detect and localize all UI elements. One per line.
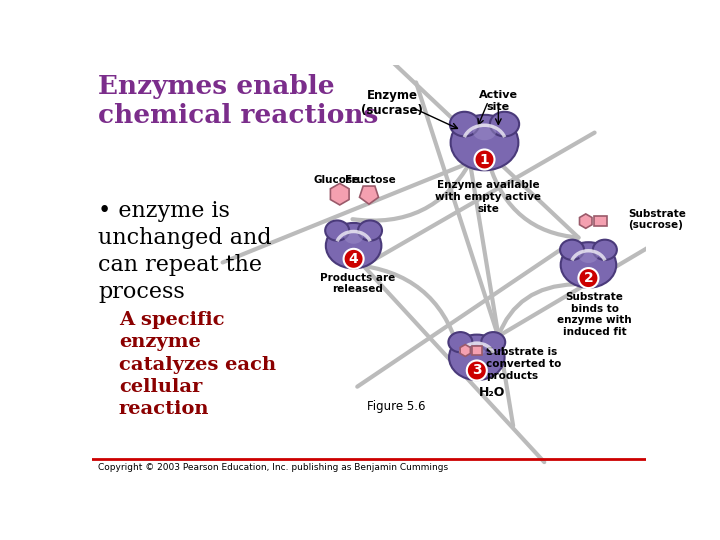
Text: Active
site: Active site xyxy=(479,90,518,112)
Text: 4: 4 xyxy=(348,252,359,266)
Text: Enzymes enable
chemical reactions: Enzymes enable chemical reactions xyxy=(98,74,378,128)
FancyArrowPatch shape xyxy=(416,83,720,336)
Ellipse shape xyxy=(560,240,584,260)
Circle shape xyxy=(343,249,364,269)
Text: H₂O: H₂O xyxy=(479,386,505,399)
Ellipse shape xyxy=(449,332,472,352)
Ellipse shape xyxy=(358,220,382,241)
Ellipse shape xyxy=(344,230,363,244)
Ellipse shape xyxy=(579,249,598,263)
Ellipse shape xyxy=(467,342,486,355)
Text: A specific
enzyme
catalyzes each
cellular
reaction: A specific enzyme catalyzes each cellula… xyxy=(119,311,276,418)
Polygon shape xyxy=(359,186,379,204)
Polygon shape xyxy=(593,216,607,226)
Text: Fructose: Fructose xyxy=(345,175,396,185)
Text: Enzyme available
with empty active
site: Enzyme available with empty active site xyxy=(436,180,541,213)
Text: Substrate
binds to
enzyme with
induced fit: Substrate binds to enzyme with induced f… xyxy=(557,292,632,337)
Polygon shape xyxy=(330,184,349,205)
Text: 2: 2 xyxy=(584,271,593,285)
FancyArrowPatch shape xyxy=(357,55,578,387)
Text: Substrate
(sucrose): Substrate (sucrose) xyxy=(629,209,686,231)
Text: Copyright © 2003 Pearson Education, Inc. publishing as Benjamin Cummings: Copyright © 2003 Pearson Education, Inc.… xyxy=(98,463,448,472)
Ellipse shape xyxy=(449,335,505,380)
Text: Enzyme
(sucrase): Enzyme (sucrase) xyxy=(361,90,423,117)
Ellipse shape xyxy=(473,123,496,140)
Circle shape xyxy=(467,361,487,381)
Ellipse shape xyxy=(326,223,382,268)
Text: Substrate is
converted to
products: Substrate is converted to products xyxy=(486,347,562,381)
Polygon shape xyxy=(460,345,470,356)
Ellipse shape xyxy=(481,332,505,352)
Text: 1: 1 xyxy=(480,152,490,166)
Text: Products are
released: Products are released xyxy=(320,273,395,294)
Polygon shape xyxy=(580,214,592,228)
Ellipse shape xyxy=(490,112,519,137)
FancyArrowPatch shape xyxy=(364,133,595,462)
FancyArrowPatch shape xyxy=(222,163,513,426)
Text: Figure 5.6: Figure 5.6 xyxy=(366,400,426,413)
Text: Glucose: Glucose xyxy=(313,175,360,185)
Ellipse shape xyxy=(325,220,349,241)
Ellipse shape xyxy=(561,242,616,288)
Circle shape xyxy=(474,150,495,170)
Text: 3: 3 xyxy=(472,363,482,377)
Circle shape xyxy=(578,268,598,288)
Text: • enzyme is
unchanged and
can repeat the
process: • enzyme is unchanged and can repeat the… xyxy=(98,200,271,303)
Ellipse shape xyxy=(593,240,617,260)
Ellipse shape xyxy=(451,115,518,170)
Polygon shape xyxy=(472,346,482,355)
Ellipse shape xyxy=(450,112,479,137)
